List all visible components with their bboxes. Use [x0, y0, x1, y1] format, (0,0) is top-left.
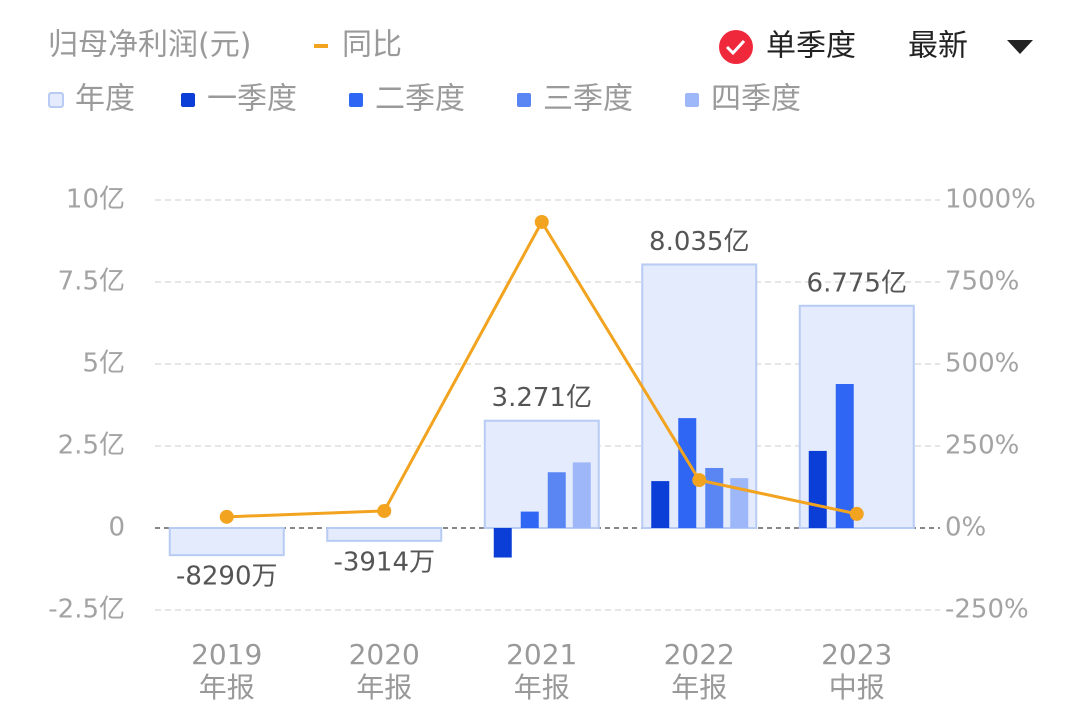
legend-swatch	[685, 93, 699, 107]
yoy-point	[219, 509, 234, 524]
x-tick-sublabel: 年报	[356, 671, 412, 704]
yoy-point	[692, 473, 707, 488]
x-tick-sublabel: 年报	[199, 671, 255, 704]
chart-title: 归母净利润(元)	[48, 28, 251, 63]
legend-swatch	[314, 44, 328, 48]
x-tick-label: 2019	[191, 638, 262, 671]
yoy-point	[377, 503, 392, 518]
y2-tick-label: 500%	[945, 349, 1019, 379]
dropdown-label[interactable]: 最新	[908, 29, 968, 64]
y2-tick-label: -250%	[945, 595, 1029, 625]
yoy-point	[534, 214, 549, 229]
y-tick-label: 5亿	[82, 349, 125, 379]
legend-swatch	[349, 93, 363, 107]
y-tick-label: 10亿	[66, 185, 125, 215]
x-tick-sublabel: 中报	[829, 671, 885, 704]
quarter-bar	[835, 384, 854, 528]
y2-tick-label: 250%	[945, 431, 1019, 461]
legend-swatch	[181, 93, 195, 107]
y-tick-label: 7.5亿	[58, 267, 125, 297]
quarter-bar	[547, 472, 566, 528]
legend-label: 二季度	[375, 82, 465, 117]
y-tick-label: 0	[108, 513, 125, 543]
dropdown[interactable]: 最新	[908, 29, 1033, 64]
annual-bar	[326, 527, 443, 542]
quarter-bar	[678, 418, 697, 528]
y2-tick-label: 0%	[945, 513, 986, 543]
quarter-bar	[651, 481, 670, 528]
value-label: 6.775亿	[807, 268, 907, 298]
value-label: 3.271亿	[492, 383, 592, 413]
x-tick-label: 2021	[506, 638, 577, 671]
legend-swatch	[48, 92, 64, 108]
dropdown-arrow[interactable]	[1007, 40, 1033, 54]
legend-label: 三季度	[543, 82, 633, 117]
x-tick-sublabel: 年报	[671, 671, 727, 704]
legend-label: 四季度	[711, 82, 801, 117]
legend-label: 同比	[342, 28, 402, 63]
quarter-bar	[705, 467, 724, 528]
annual-bar	[168, 527, 285, 557]
x-tick-label: 2022	[664, 638, 735, 671]
x-tick-label: 2023	[821, 638, 892, 671]
quarter-bar	[730, 478, 749, 528]
value-label: -8290万	[176, 562, 278, 592]
value-label: 8.035亿	[649, 227, 749, 257]
toggle[interactable]: 单季度	[719, 29, 856, 65]
quarter-bar	[520, 511, 539, 528]
toggle-label[interactable]: 单季度	[766, 29, 856, 64]
quarter-bar	[808, 450, 827, 528]
legend-swatch	[517, 93, 531, 107]
y-tick-label: -2.5亿	[48, 595, 125, 625]
check-icon[interactable]	[719, 30, 753, 64]
check-mark[interactable]	[725, 39, 746, 56]
quarter-bar	[493, 528, 512, 558]
legend-label: 一季度	[207, 82, 297, 117]
quarter-bar	[572, 462, 591, 528]
legend-label: 年度	[75, 82, 135, 117]
x-tick-label: 2020	[349, 638, 420, 671]
y2-tick-label: 1000%	[945, 185, 1036, 215]
y-tick-label: 2.5亿	[58, 431, 125, 461]
x-tick-sublabel: 年报	[514, 671, 570, 704]
value-label: -3914万	[333, 547, 435, 577]
y2-tick-label: 750%	[945, 267, 1019, 297]
yoy-point	[849, 506, 864, 521]
